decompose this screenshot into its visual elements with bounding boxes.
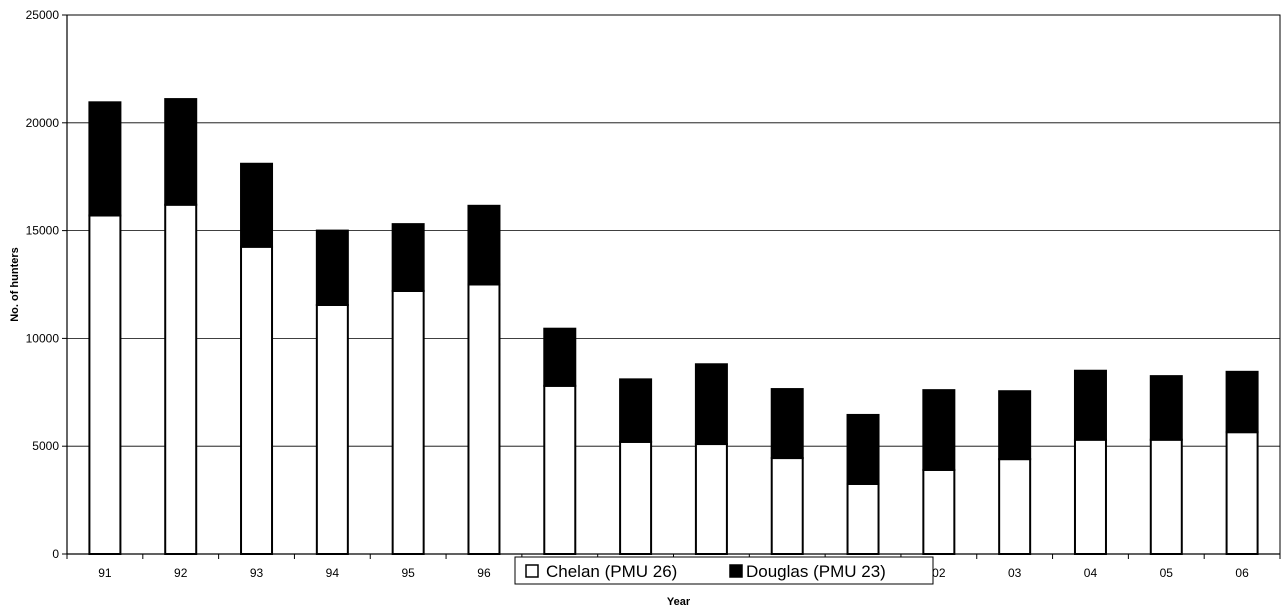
bar-chelan-96 [467, 283, 501, 555]
legend: Chelan (PMU 26) Douglas (PMU 23) [514, 556, 934, 585]
bar-chelan-00 [770, 457, 804, 556]
bar-chelan-97 [543, 384, 577, 555]
bar-douglas-02 [922, 389, 956, 471]
bar-douglas-94 [315, 229, 349, 306]
x-axis-title: Year [667, 596, 691, 608]
bar-douglas-97 [543, 327, 577, 387]
bar-chelan-06 [1225, 431, 1259, 556]
x-tick-label: 92 [174, 566, 188, 580]
y-tick-label: 0 [52, 547, 59, 561]
bar-douglas-00 [770, 388, 804, 460]
x-tick-label: 94 [326, 566, 340, 580]
bar-douglas-96 [467, 204, 501, 286]
bar-chelan-05 [1149, 438, 1183, 555]
bar-chelan-92 [164, 203, 198, 555]
x-tick-label: 02 [932, 566, 946, 580]
bar-douglas-06 [1225, 370, 1259, 434]
bar-chelan-01 [846, 482, 880, 555]
bar-chelan-04 [1073, 438, 1107, 555]
x-tick-label: 96 [477, 566, 491, 580]
x-tick-label: 05 [1160, 566, 1174, 580]
bar-chelan-99 [694, 443, 728, 556]
y-tick-label: 20000 [26, 116, 60, 130]
bar-chelan-95 [391, 289, 425, 555]
y-tick-labels: 0 5000 10000 15000 20000 25000 [26, 8, 60, 561]
bar-chelan-94 [315, 303, 349, 555]
x-tick-label: 06 [1235, 566, 1249, 580]
bar-douglas-91 [88, 101, 122, 217]
bar-douglas-05 [1149, 375, 1183, 441]
bar-douglas-93 [240, 162, 274, 248]
legend-swatch-chelan [525, 564, 539, 578]
y-tick-label: 15000 [26, 224, 60, 238]
bar-douglas-99 [694, 363, 728, 446]
bar-chelan-03 [998, 458, 1032, 555]
x-tick-label: 91 [98, 566, 112, 580]
bar-douglas-95 [391, 223, 425, 292]
y-axis-title: No. of hunters [9, 247, 21, 322]
y-tick-label: 25000 [26, 8, 60, 22]
bar-chelan-98 [619, 440, 653, 555]
bar-chelan-91 [88, 214, 122, 555]
bar-douglas-92 [164, 98, 198, 206]
bars [88, 98, 1259, 556]
y-tick-label: 10000 [26, 331, 60, 345]
legend-box [514, 556, 934, 585]
x-tick-label: 95 [401, 566, 415, 580]
legend-swatch-douglas [729, 564, 743, 578]
bar-douglas-98 [619, 378, 653, 443]
bar-chelan-93 [240, 245, 274, 556]
legend-label-chelan: Chelan (PMU 26) [546, 562, 677, 581]
x-tick-label: 93 [250, 566, 264, 580]
y-tick-label: 5000 [32, 439, 59, 453]
x-tick-label: 03 [1008, 566, 1022, 580]
bar-chelan-02 [922, 468, 956, 555]
x-tick-label: 04 [1084, 566, 1098, 580]
bar-douglas-01 [846, 413, 880, 485]
bar-douglas-03 [998, 390, 1032, 461]
legend-label-douglas: Douglas (PMU 23) [746, 562, 886, 581]
bar-douglas-04 [1073, 369, 1107, 441]
